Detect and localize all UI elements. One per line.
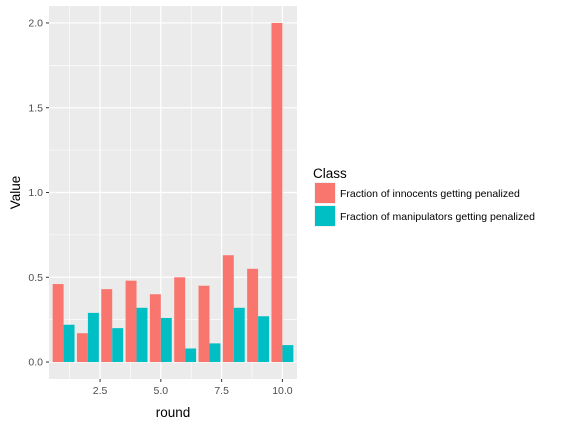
bar-manipulators-9 [258,316,270,363]
bar-manipulators-6 [185,348,197,363]
bar-innocents-10 [271,22,283,363]
bar-manipulators-10 [282,345,294,363]
bar-innocents-7 [198,285,210,363]
bar-innocents-9 [247,268,259,363]
legend-title: Class [313,166,347,181]
bar-manipulators-8 [233,307,245,363]
y-axis-title: Value [8,176,23,210]
y-tick-label: 2.0 [28,18,43,30]
legend-label-manipulators: Fraction of manipulators getting penaliz… [340,211,535,223]
bar-manipulators-2 [87,312,99,363]
legend-label-innocents: Fraction of innocents getting penalized [340,188,520,200]
x-tick-label: 10.0 [272,385,293,397]
bar-innocents-4 [125,280,137,363]
bar-manipulators-5 [160,317,172,363]
bar-innocents-5 [149,294,161,363]
y-tick-label: 1.0 [28,187,43,199]
bar-innocents-8 [222,255,234,363]
y-tick-label: 0.5 [28,272,43,284]
x-axis-ticks [99,379,283,382]
bar-manipulators-3 [112,328,124,363]
y-tick-labels: 0.0 0.5 1.0 1.5 2.0 [28,18,43,369]
y-tick-label: 0.0 [28,357,43,369]
legend: Class Fraction of innocents getting pena… [313,166,535,227]
legend-swatch-manipulators [315,206,335,226]
bar-innocents-3 [101,289,113,363]
x-tick-label: 2.5 [93,385,108,397]
bar-manipulators-1 [63,324,75,363]
bar-manipulators-4 [136,307,148,363]
y-axis-ticks [46,22,49,363]
x-tick-label: 5.0 [154,385,169,397]
bar-manipulators-7 [209,343,221,363]
x-axis-title: round [156,405,191,420]
bars [52,22,294,363]
bar-innocents-1 [52,284,64,363]
bar-innocents-6 [174,277,186,363]
bar-innocents-2 [76,333,88,363]
x-tick-label: 7.5 [214,385,229,397]
legend-swatch-innocents [315,183,335,203]
y-tick-label: 1.5 [28,102,43,114]
x-tick-labels: 2.5 5.0 7.5 10.0 [93,385,293,397]
